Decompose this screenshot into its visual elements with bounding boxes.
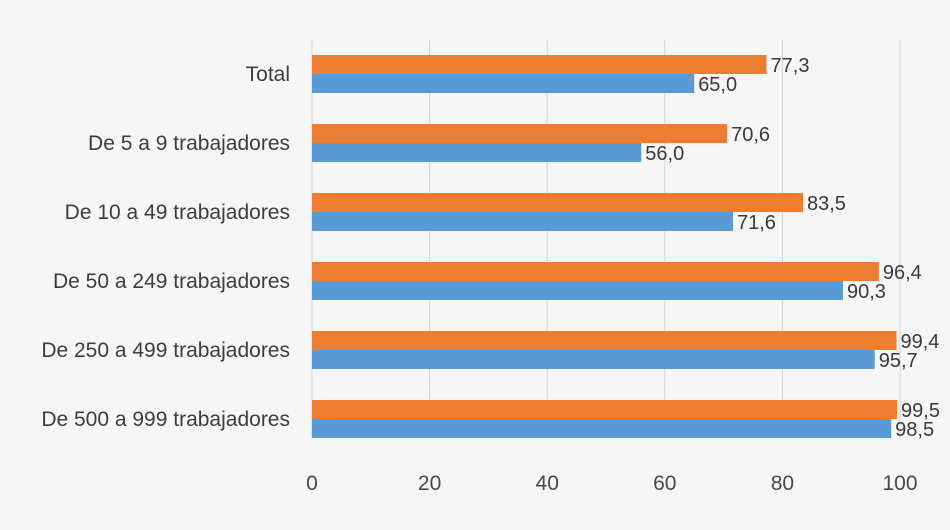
category-label: De 500 a 999 trabajadores xyxy=(41,408,290,431)
data-label: 70,6 xyxy=(731,124,770,146)
x-tick-label: 0 xyxy=(306,472,318,495)
category-label: De 5 a 9 trabajadores xyxy=(88,132,290,155)
data-label: 77,3 xyxy=(771,55,810,77)
data-label: 90,3 xyxy=(847,281,886,303)
x-tick-label: 60 xyxy=(653,472,676,495)
category-label: De 250 a 499 trabajadores xyxy=(41,339,290,362)
bar-series2-1 xyxy=(312,143,641,162)
bar-series2-5 xyxy=(312,419,891,438)
bar-series1-0 xyxy=(312,55,767,74)
data-label: 95,7 xyxy=(879,350,918,372)
category-label: Total xyxy=(246,63,290,86)
bar-series2-2 xyxy=(312,212,733,231)
x-tick-label: 40 xyxy=(536,472,559,495)
bar-series1-4 xyxy=(312,331,896,350)
bar-series2-3 xyxy=(312,281,843,300)
bar-series1-3 xyxy=(312,262,879,281)
data-label: 96,4 xyxy=(883,262,922,284)
x-tick-label: 100 xyxy=(882,472,917,495)
bar-series1-1 xyxy=(312,124,727,143)
data-label: 98,5 xyxy=(895,419,934,441)
bar-series2-4 xyxy=(312,350,875,369)
x-tick-label: 20 xyxy=(418,472,441,495)
category-label: De 50 a 249 trabajadores xyxy=(53,270,290,293)
category-label: De 10 a 49 trabajadores xyxy=(65,201,290,224)
data-label: 56,0 xyxy=(645,143,684,165)
bar-series1-2 xyxy=(312,193,803,212)
data-label: 83,5 xyxy=(807,193,846,215)
data-label: 71,6 xyxy=(737,212,776,234)
data-label: 65,0 xyxy=(698,74,737,96)
bar-series2-0 xyxy=(312,74,694,93)
x-tick-label: 80 xyxy=(771,472,794,495)
bar-series1-5 xyxy=(312,400,897,419)
